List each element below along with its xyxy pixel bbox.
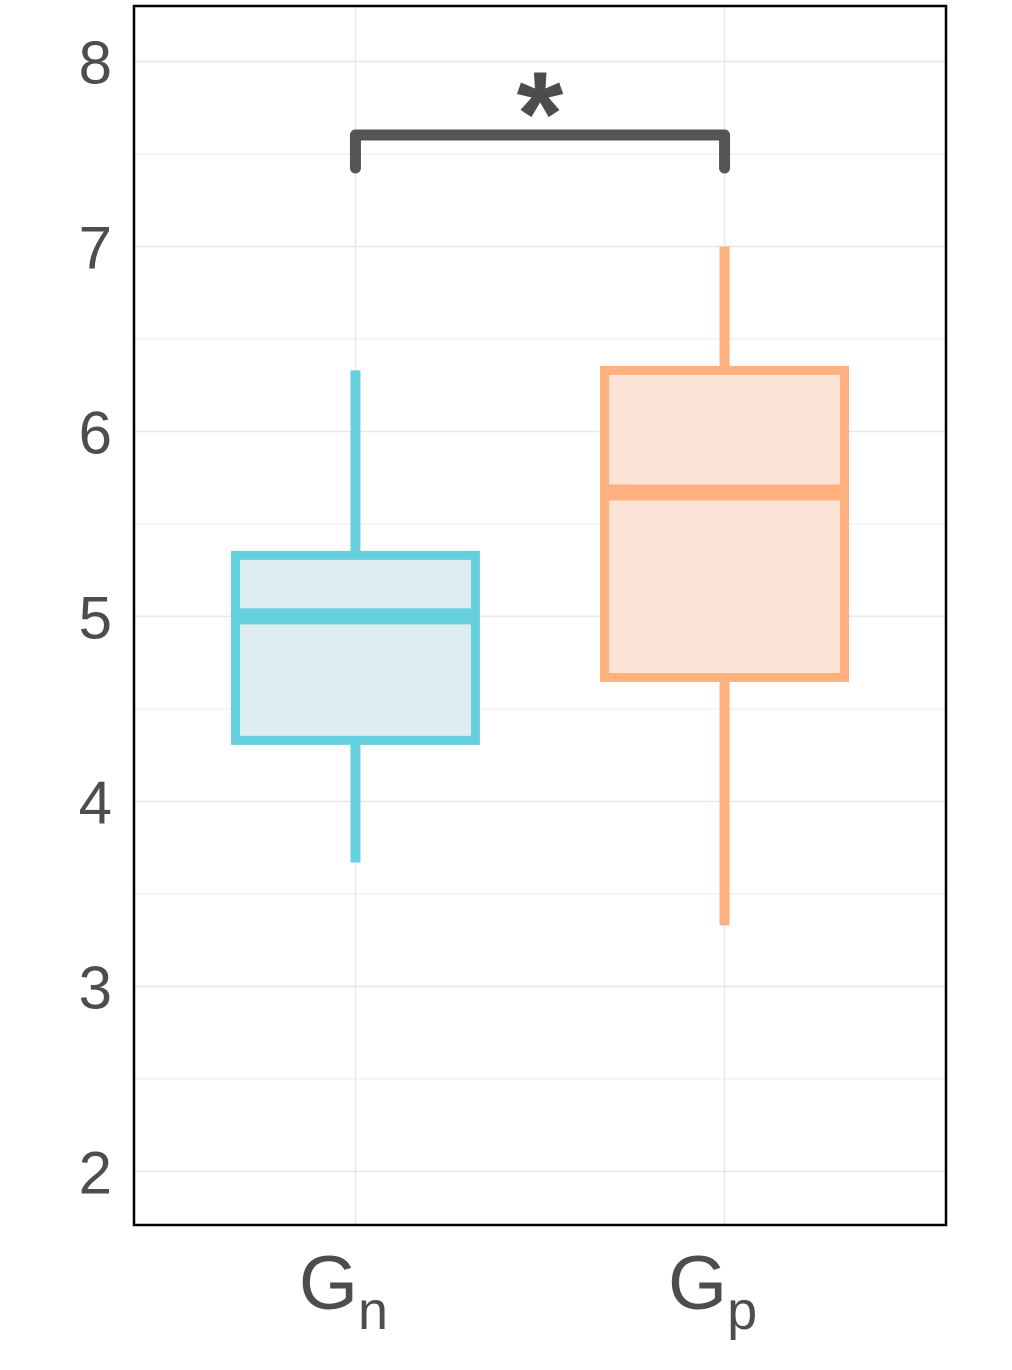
plot-border — [132, 4, 948, 1227]
y-tick-label: 6 — [79, 399, 112, 466]
category-subscript: n — [358, 1281, 388, 1341]
box — [231, 550, 480, 745]
y-tick-label: 5 — [79, 584, 112, 651]
category: G — [299, 1241, 358, 1326]
y-tick-label: 4 — [79, 769, 112, 836]
significance-bracket — [349, 129, 731, 174]
y-tick-label: 7 — [79, 214, 112, 281]
y-tick-label: 8 — [79, 29, 112, 96]
y-tick-label: 2 — [79, 1139, 112, 1206]
category-subscript: p — [727, 1281, 757, 1341]
significance-label: * — [517, 47, 564, 181]
x-tick-label: Gp — [668, 1241, 757, 1341]
x-tick-label: Gn — [299, 1241, 388, 1341]
y-tick-label: 3 — [79, 954, 112, 1021]
box — [600, 365, 849, 682]
category: G — [668, 1241, 727, 1326]
